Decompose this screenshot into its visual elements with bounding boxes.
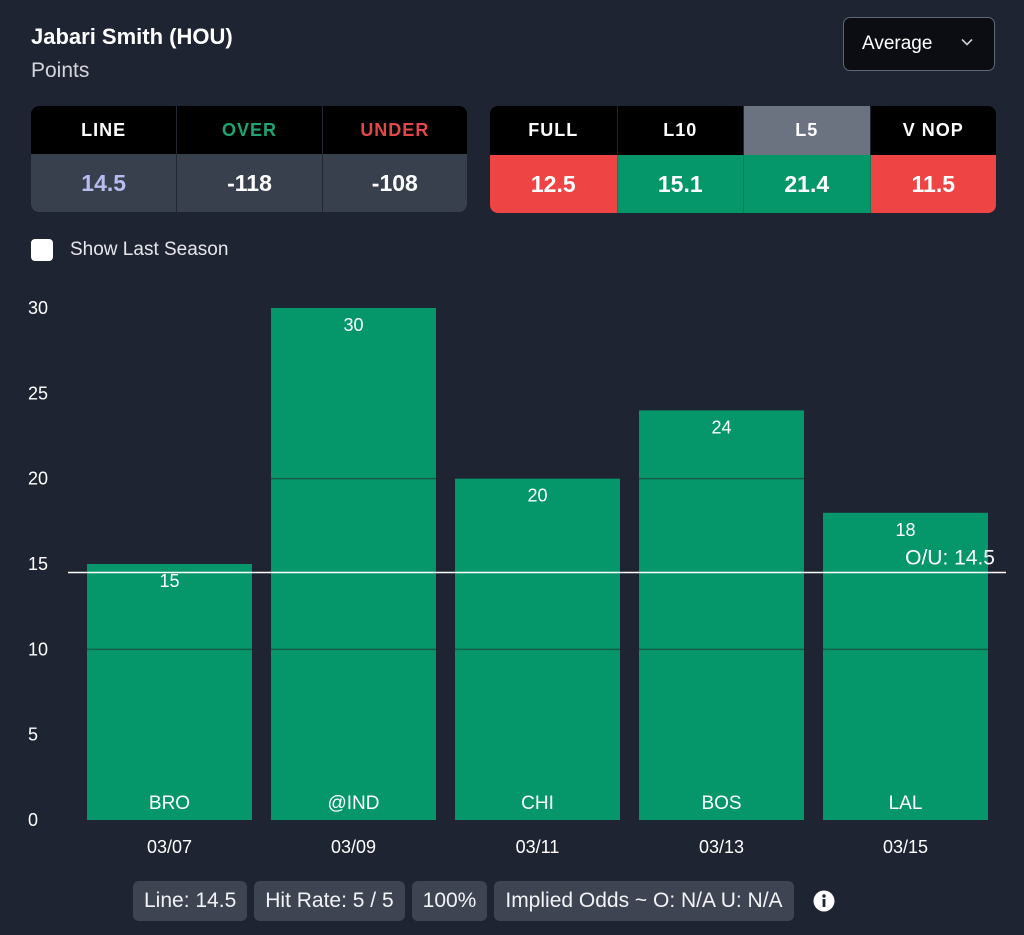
bar — [271, 308, 436, 820]
bar-value-label: 24 — [711, 417, 731, 437]
bar-value-label: 18 — [895, 520, 915, 540]
bar — [639, 410, 804, 820]
odds-table: LINE OVER UNDER 14.5 -118 -108 — [31, 106, 467, 212]
avg-value-l10: 15.1 — [616, 155, 743, 213]
avg-tab-l5[interactable]: L5 — [743, 106, 870, 155]
y-tick-label: 30 — [28, 298, 48, 318]
bar-value-label: 20 — [527, 486, 547, 506]
hit-rate-pill: Hit Rate: 5 / 5 — [254, 881, 405, 921]
mode-select[interactable]: Average — [843, 17, 995, 71]
odds-header-line: LINE — [31, 106, 177, 154]
bar-opponent-label: @IND — [327, 793, 379, 814]
stat-name: Points — [31, 59, 90, 82]
bar-opponent-label: BRO — [149, 793, 190, 814]
averages-table: FULL L10 L5 V NOP 12.5 15.1 21.4 11.5 — [490, 106, 996, 213]
y-tick-label: 5 — [28, 725, 38, 745]
y-tick-label: 20 — [28, 469, 48, 489]
avg-tab-v-nop[interactable]: V NOP — [869, 106, 996, 155]
x-tick-label: 03/07 — [147, 837, 192, 857]
odds-value-line: 14.5 — [31, 154, 177, 212]
avg-value-full: 12.5 — [490, 155, 617, 213]
y-tick-label: 10 — [28, 639, 48, 659]
y-tick-label: 15 — [28, 554, 48, 574]
summary-pills: Line: 14.5 Hit Rate: 5 / 5 100% Implied … — [133, 881, 835, 921]
x-tick-label: 03/15 — [883, 837, 928, 857]
avg-tab-l10[interactable]: L10 — [616, 106, 743, 155]
y-tick-label: 0 — [28, 810, 38, 830]
avg-value-l5: 21.4 — [743, 155, 870, 213]
odds-header-under: UNDER — [321, 106, 467, 154]
player-name: Jabari Smith (HOU) — [31, 24, 233, 49]
bar — [823, 512, 988, 820]
chevron-down-icon — [961, 38, 973, 46]
avg-value-v-nop: 11.5 — [869, 155, 996, 213]
avg-tab-full[interactable]: FULL — [490, 106, 617, 155]
hit-percent-pill: 100% — [411, 881, 488, 921]
x-tick-label: 03/11 — [516, 837, 560, 857]
show-last-season-label: Show Last Season — [70, 239, 229, 260]
odds-header-over: OVER — [176, 106, 322, 154]
points-bar-chart: 0 5 10 15 20 25 30 15 BRO 03/07 30 @IND 03/09 20 CHI 03… — [28, 298, 1006, 857]
bar-opponent-label: LAL — [889, 793, 923, 814]
bar-value-label: 15 — [159, 571, 179, 591]
bar-value-label: 30 — [343, 315, 363, 335]
info-icon[interactable] — [813, 890, 835, 912]
x-tick-label: 03/13 — [699, 837, 744, 857]
bar-opponent-label: BOS — [701, 793, 741, 814]
show-last-season-checkbox[interactable] — [31, 239, 53, 261]
y-tick-label: 25 — [28, 383, 48, 403]
line-pill: Line: 14.5 — [133, 881, 248, 921]
odds-value-under: -108 — [321, 154, 467, 212]
bar — [87, 564, 252, 820]
mode-select-value: Average — [862, 33, 933, 54]
implied-odds-pill: Implied Odds ~ O: N/A U: N/A — [494, 881, 794, 921]
over-under-label: O/U: 14.5 — [905, 547, 995, 570]
show-last-season-toggle[interactable]: Show Last Season — [31, 239, 228, 261]
bar-opponent-label: CHI — [521, 793, 554, 814]
odds-value-over: -118 — [176, 154, 322, 212]
x-tick-label: 03/09 — [331, 837, 376, 857]
